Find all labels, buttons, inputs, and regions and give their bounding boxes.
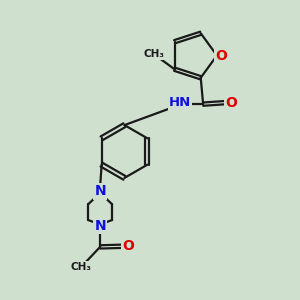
Text: CH₃: CH₃ [143,49,164,59]
Text: O: O [225,96,237,110]
Text: N: N [94,184,106,198]
Text: O: O [122,239,134,253]
Text: N: N [94,219,106,233]
Text: CH₃: CH₃ [70,262,92,272]
Text: HN: HN [169,97,191,110]
Text: O: O [215,49,227,62]
